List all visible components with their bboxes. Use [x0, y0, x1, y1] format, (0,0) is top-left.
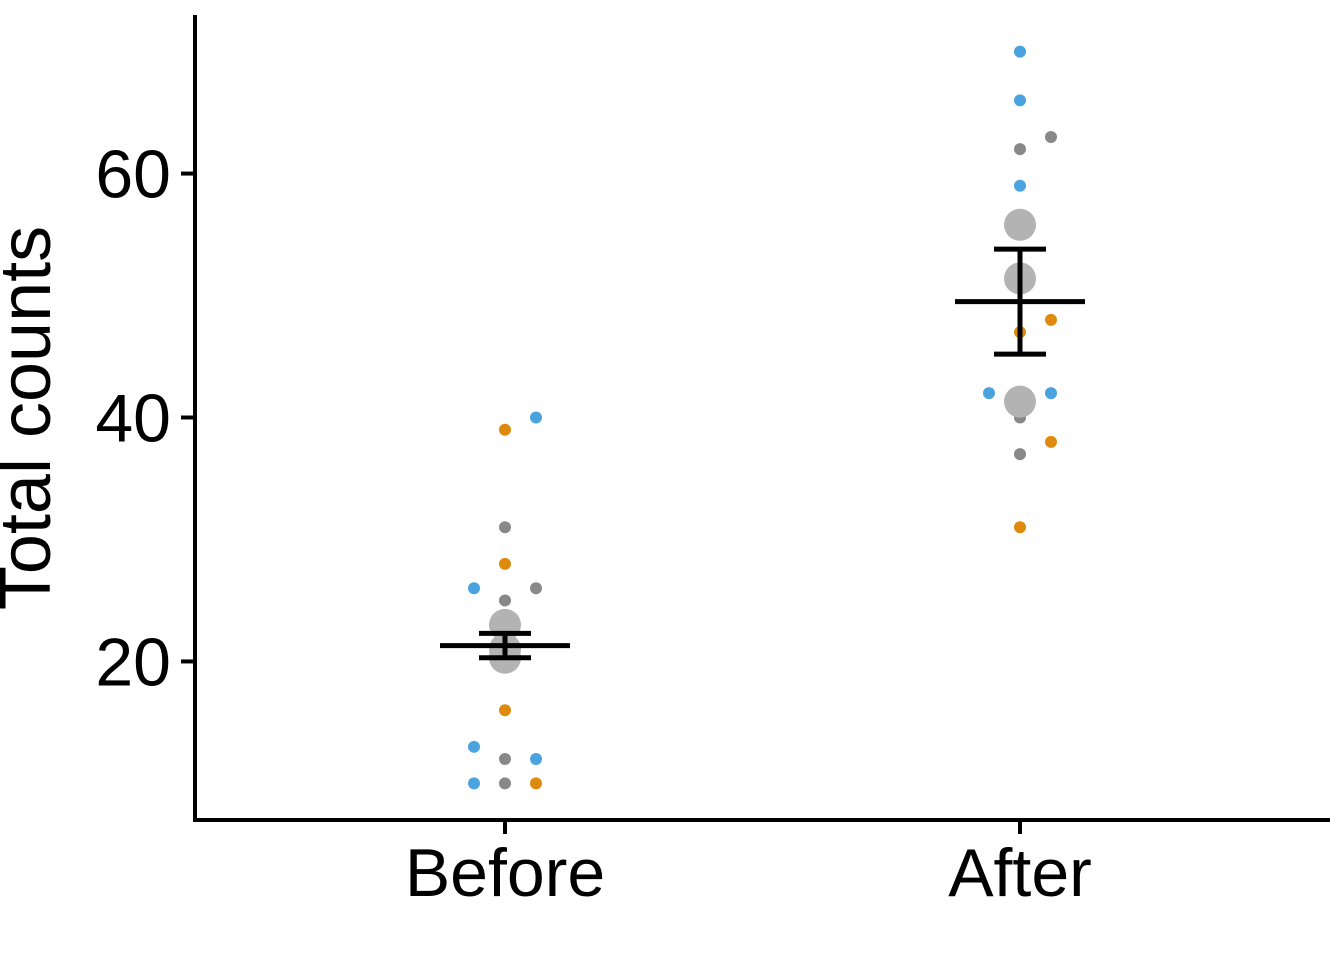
mean-marker: [1004, 208, 1036, 241]
data-point: [1045, 313, 1057, 326]
data-point: [1014, 45, 1026, 58]
data-point: [499, 521, 511, 534]
data-point: [1014, 179, 1026, 192]
x-tick-label: Before: [405, 835, 605, 911]
data-point: [1014, 143, 1026, 156]
data-point: [983, 387, 995, 400]
axes-layer: 20 40 60 Before After: [95, 15, 1330, 911]
y-axis-title: Total counts: [0, 226, 66, 610]
data-point: [468, 740, 480, 753]
data-point: [499, 594, 511, 607]
data-point: [499, 423, 511, 436]
mean-marker: [1004, 385, 1036, 418]
group-means-layer: [489, 208, 1036, 674]
points-layer: [468, 45, 1057, 790]
y-tick-label: 20: [95, 624, 171, 700]
data-point: [1045, 435, 1057, 448]
x-tick-label: After: [948, 835, 1092, 911]
data-point: [499, 704, 511, 717]
data-point: [499, 777, 511, 790]
data-point: [499, 557, 511, 570]
data-point: [1045, 130, 1057, 143]
data-point: [1014, 521, 1026, 534]
data-point: [499, 753, 511, 766]
data-point: [530, 582, 542, 595]
data-point: [1045, 387, 1057, 400]
data-point: [530, 411, 542, 424]
summary-layer: [440, 246, 1085, 661]
data-point: [468, 777, 480, 790]
y-tick-label: 60: [95, 137, 171, 213]
data-point: [1014, 94, 1026, 107]
data-point: [530, 777, 542, 790]
data-point: [530, 753, 542, 766]
data-point: [1014, 448, 1026, 461]
data-point: [468, 582, 480, 595]
y-tick-label: 40: [95, 381, 171, 457]
